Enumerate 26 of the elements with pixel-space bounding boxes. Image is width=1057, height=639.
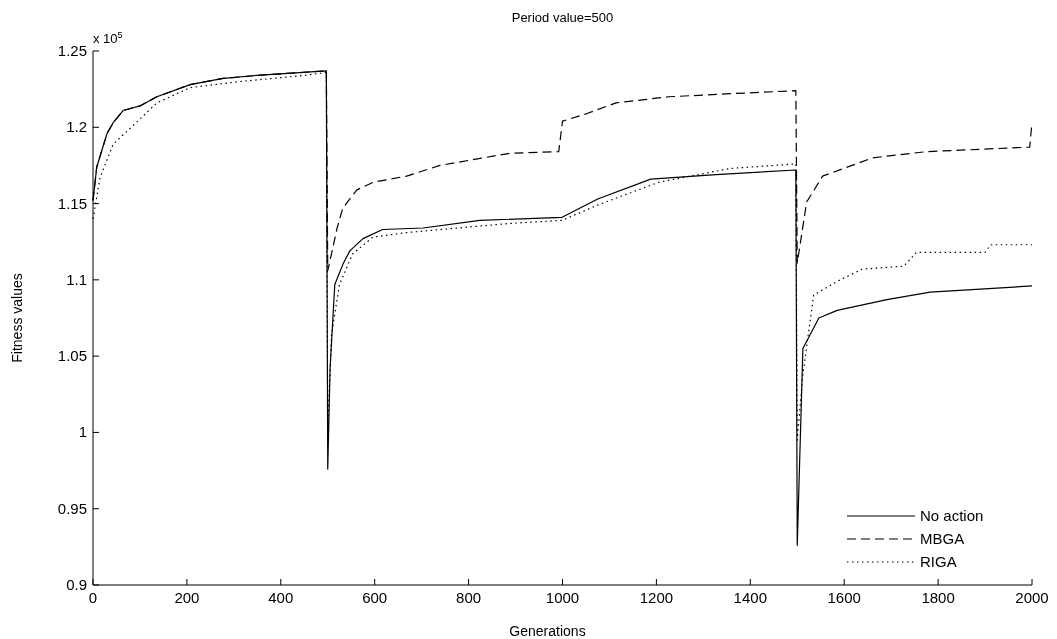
legend-label: No action <box>920 507 984 524</box>
y-axis-title: Fitness values <box>9 273 25 363</box>
y-tick-label: 1.1 <box>66 270 87 288</box>
x-tick-label: 400 <box>268 589 294 606</box>
x-tick-label: 600 <box>362 589 388 606</box>
x-axis-title: Generations <box>509 623 586 639</box>
y-tick-label: 1 <box>78 423 87 441</box>
chart-title: Period value=500 <box>511 10 614 25</box>
x-tick-label: 1200 <box>639 589 674 606</box>
x-tick-label: 1600 <box>827 589 861 606</box>
legend-label: RIGA <box>920 553 957 570</box>
y-tick-label: 1.15 <box>57 194 87 212</box>
text: x 10$^{5}$ <box>93 30 123 46</box>
x-tick-label: 2000 <box>1015 589 1049 606</box>
y-tick-label: 0.9 <box>66 576 87 593</box>
x-tick-label: 200 <box>174 589 200 606</box>
x-tick-label: 1000 <box>545 589 580 606</box>
legend-label: MBGA <box>920 530 965 547</box>
x-tick-label: 1400 <box>733 589 767 606</box>
x-tick-label: 0 <box>88 589 98 606</box>
y-tick-label: 1.25 <box>57 42 87 59</box>
y-tick-label: 0.95 <box>57 499 87 517</box>
y-tick-label: 1.05 <box>57 347 87 365</box>
x-tick-label: 1800 <box>921 589 955 606</box>
y-tick-label: 1.2 <box>66 118 87 136</box>
x-tick-label: 800 <box>456 589 482 606</box>
